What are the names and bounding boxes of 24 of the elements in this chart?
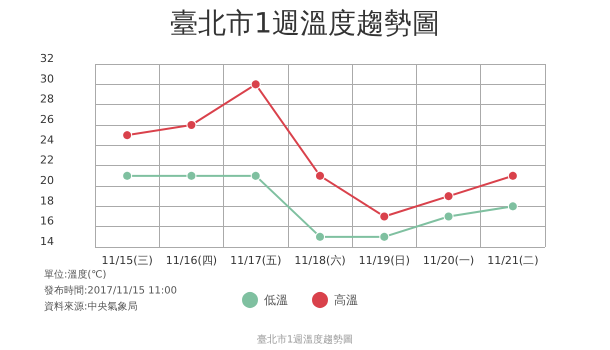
y-tick-label: 24 [40,133,54,146]
y-tick-label: 18 [40,194,54,208]
text: 臺北市1週溫度趨勢圖 [256,334,354,346]
y-tick-label: 26 [40,113,54,126]
y-tick-label: 20 [40,174,54,187]
x-tick-label: 11/19(日) [358,254,410,267]
y-tick-label: 30 [40,72,54,86]
x-tick-label: 11/15(三) [101,254,153,267]
y-tick-label: 14 [40,235,54,248]
x-tick-label: 11/21(二) [487,254,539,267]
y-tick-label: 22 [40,154,54,167]
x-tick-label: 11/16(四) [166,254,218,267]
x-tick-label: 11/20(一) [422,254,474,267]
x-tick-label: 11/17(五) [230,254,282,267]
y-tick-label: 32 [40,52,54,65]
y-tick-label: 16 [40,214,54,228]
text: 單位:溫度(℃) [44,268,106,280]
legend-label: 高溫 [334,293,358,307]
text: 發布時間:2017/11/15 11:00 [44,284,178,296]
x-tick-label: 11/18(六) [294,254,346,267]
y-tick-label: 28 [40,92,54,106]
chart-title: 臺北市1週溫度趨勢圖 [170,6,440,40]
source-note: 資料來源:中央氣象局 [44,300,138,312]
legend-label: 低溫 [264,293,288,307]
